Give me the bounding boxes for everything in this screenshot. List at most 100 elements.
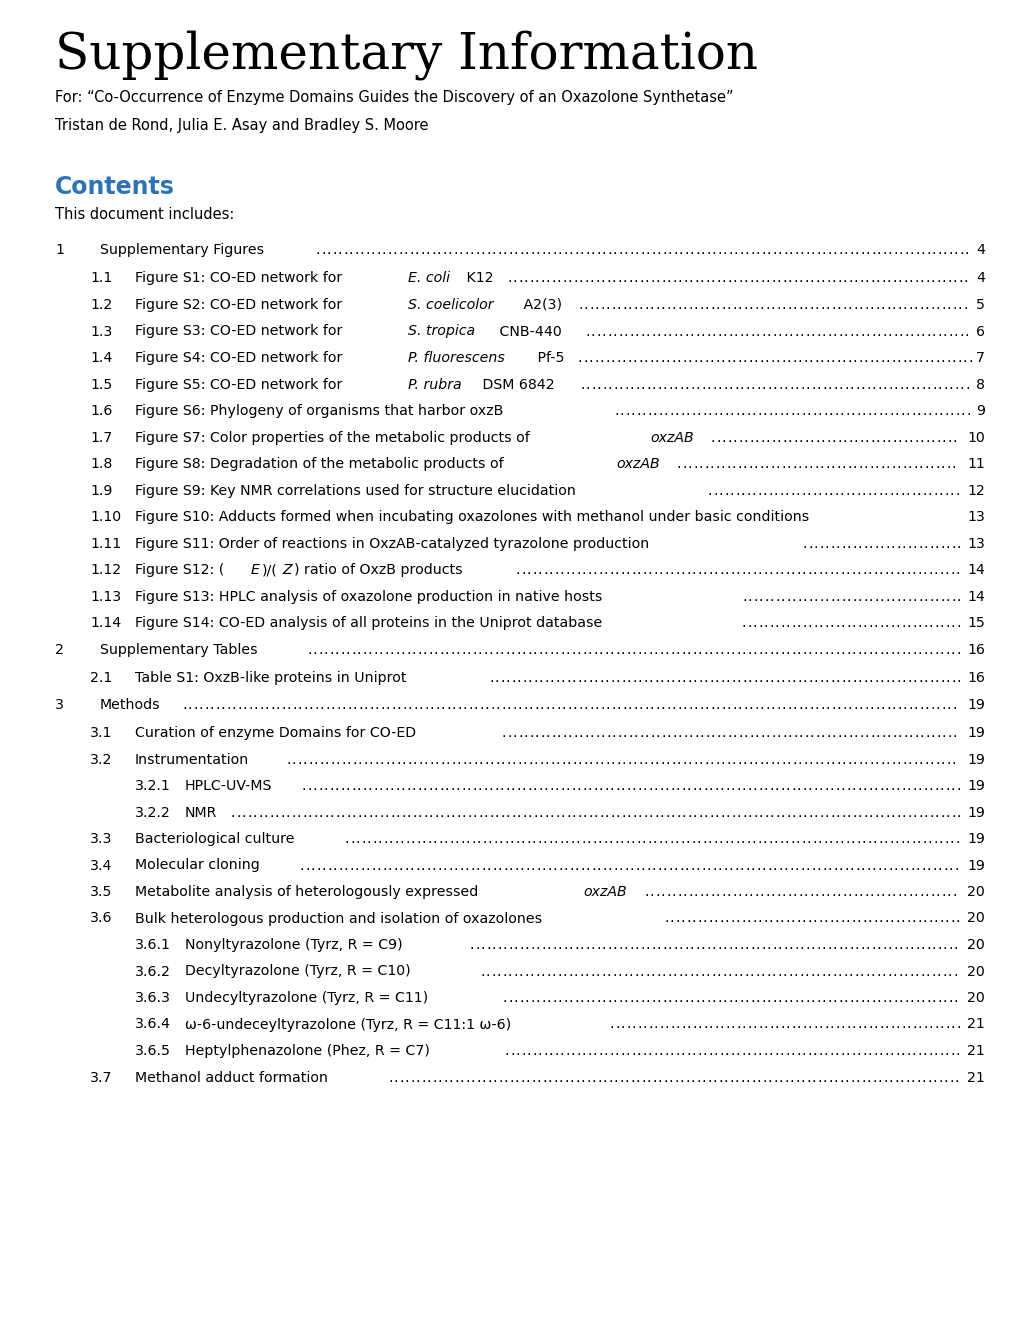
Text: .: . [779, 404, 783, 418]
Text: .: . [860, 378, 864, 392]
Text: .: . [775, 752, 780, 767]
Text: .: . [795, 832, 800, 846]
Text: .: . [585, 325, 589, 338]
Text: .: . [663, 1044, 668, 1059]
Text: .: . [598, 1044, 602, 1059]
Text: .: . [679, 858, 684, 873]
Text: .: . [911, 564, 915, 577]
Text: .: . [929, 697, 933, 711]
Text: .: . [822, 483, 827, 498]
Text: .: . [637, 643, 641, 656]
Text: .: . [660, 272, 665, 285]
Text: .: . [881, 991, 886, 1005]
Text: .: . [797, 351, 802, 366]
Text: .: . [615, 298, 621, 312]
Text: .: . [669, 1044, 674, 1059]
Text: .: . [623, 991, 628, 1005]
Text: .: . [945, 536, 949, 550]
Text: .: . [681, 1044, 685, 1059]
Text: .: . [761, 378, 765, 392]
Text: .: . [712, 483, 717, 498]
Text: 3.6.2: 3.6.2 [135, 965, 171, 978]
Text: .: . [365, 243, 370, 257]
Text: .: . [879, 697, 884, 711]
Text: .: . [923, 671, 927, 685]
Text: .: . [747, 779, 751, 793]
Text: .: . [668, 404, 674, 418]
Text: .: . [362, 779, 367, 793]
Text: .: . [518, 272, 522, 285]
Text: .: . [460, 832, 465, 846]
Text: .: . [876, 378, 881, 392]
Text: .: . [689, 965, 693, 978]
Text: .: . [714, 805, 718, 820]
Text: .: . [637, 779, 641, 793]
Text: .: . [618, 325, 622, 338]
Text: .: . [556, 272, 560, 285]
Text: .: . [739, 858, 744, 873]
Text: .: . [845, 832, 849, 846]
Text: .: . [907, 884, 912, 899]
Text: .: . [846, 1018, 850, 1031]
Text: .: . [849, 378, 854, 392]
Text: .: . [861, 832, 865, 846]
Text: .: . [308, 752, 313, 767]
Text: 3.6.5: 3.6.5 [135, 1044, 171, 1059]
Text: .: . [867, 616, 872, 630]
Text: .: . [768, 643, 773, 656]
Text: .: . [812, 616, 817, 630]
Text: .: . [649, 726, 654, 741]
Text: .: . [531, 858, 535, 873]
Text: Instrumentation: Instrumentation [135, 752, 249, 767]
Text: .: . [594, 697, 598, 711]
Text: .: . [896, 805, 900, 820]
Text: .: . [594, 351, 598, 366]
Text: .: . [711, 243, 715, 257]
Text: .: . [564, 1071, 568, 1085]
Text: .: . [541, 991, 545, 1005]
Text: .: . [931, 939, 935, 952]
Text: .: . [504, 1044, 508, 1059]
Text: .: . [775, 884, 780, 899]
Text: .: . [772, 858, 776, 873]
Text: .: . [846, 643, 850, 656]
Text: .: . [846, 590, 850, 603]
Text: .: . [779, 832, 783, 846]
Text: .: . [950, 912, 954, 925]
Text: .: . [900, 832, 904, 846]
Text: .: . [698, 671, 702, 685]
Text: .: . [953, 243, 957, 257]
Text: .: . [698, 351, 703, 366]
Text: .: . [836, 351, 840, 366]
Text: .: . [840, 1044, 844, 1059]
Text: For: “Co-Occurrence of Enzyme Domains Guides the Discovery of an Oxazolone Synth: For: “Co-Occurrence of Enzyme Domains Gu… [55, 90, 733, 106]
Text: .: . [671, 298, 676, 312]
Text: .: . [423, 805, 427, 820]
Text: .: . [662, 378, 666, 392]
Text: .: . [549, 671, 553, 685]
Text: .: . [671, 805, 675, 820]
Text: .: . [730, 1044, 735, 1059]
Text: .: . [596, 991, 600, 1005]
Text: .: . [710, 272, 714, 285]
Text: .: . [886, 272, 891, 285]
Text: .: . [759, 457, 763, 471]
Text: .: . [477, 779, 482, 793]
Text: 1.13: 1.13 [90, 590, 121, 603]
Text: .: . [609, 1044, 613, 1059]
Text: .: . [796, 643, 801, 656]
Text: .: . [693, 884, 697, 899]
Text: .: . [763, 779, 767, 793]
Text: .: . [496, 965, 500, 978]
Text: .: . [839, 832, 844, 846]
Text: .: . [663, 912, 668, 925]
Text: .: . [917, 590, 921, 603]
Text: .: . [675, 564, 680, 577]
Text: Methanol adduct formation: Methanol adduct formation [135, 1071, 328, 1085]
Text: .: . [947, 430, 951, 445]
Text: .: . [368, 643, 372, 656]
Text: .: . [713, 779, 718, 793]
Text: .: . [856, 564, 861, 577]
Text: .: . [819, 457, 823, 471]
Text: .: . [814, 697, 818, 711]
